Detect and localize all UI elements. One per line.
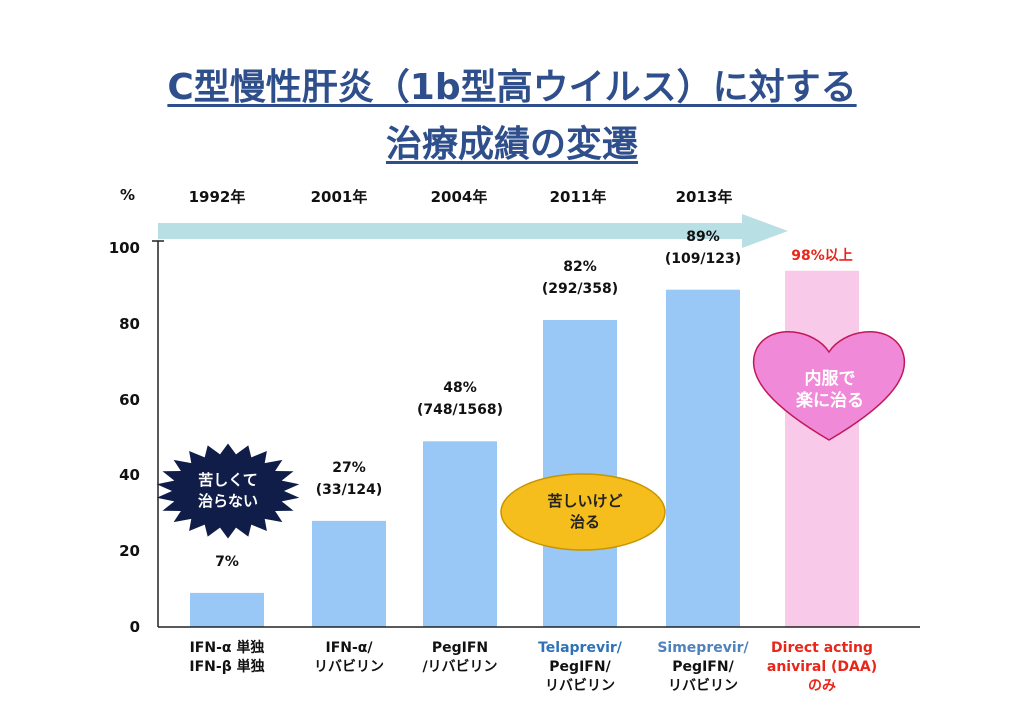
heart-callout-shape xyxy=(752,331,906,441)
heart-callout-text: 内服で 楽に治る xyxy=(770,368,890,412)
x-category-4: Telaprevir/PegIFN/リバビリン xyxy=(505,639,655,696)
y-tick-40: 40 xyxy=(119,466,140,485)
value-label-6: 98%以上 xyxy=(752,245,892,267)
x-category-6-line-1: Direct acting xyxy=(771,640,873,656)
bar-5 xyxy=(666,289,740,627)
y-tick-60: 60 xyxy=(119,390,140,409)
x-category-6: Direct acting aniviral (DAA) のみ xyxy=(747,639,897,696)
x-category-2: IFN-α/リバビリン xyxy=(274,639,424,677)
y-tick-100: 100 xyxy=(108,239,140,257)
star-callout-shape xyxy=(156,443,300,539)
x-category-3: PegIFN/リバビリン xyxy=(385,639,535,677)
ellipse-callout-line-2: 治る xyxy=(569,513,600,531)
ellipse-callout-text: 苦しいけど 治る xyxy=(520,491,650,533)
value-label-5: 89% (109/123) xyxy=(633,226,773,270)
value-label-2: 27% (33/124) xyxy=(279,457,419,501)
star-callout-line-1: 苦しくて xyxy=(198,471,258,489)
y-tick-0: 0 xyxy=(129,618,140,636)
heart-callout-line-1: 内服で xyxy=(804,369,856,389)
value-label-3: 48% (748/1568) xyxy=(390,377,530,421)
value-label-4-line-2: (292/358) xyxy=(541,281,619,297)
x-category-1-line-2: IFN-β 単独 xyxy=(189,659,265,675)
star-callout-text: 苦しくて 治らない xyxy=(168,470,288,512)
value-label-1: 7% xyxy=(157,551,297,573)
ellipse-callout-line-1: 苦しいけど xyxy=(547,492,623,510)
year-label-2013: 2013年 xyxy=(675,188,733,206)
y-tick-80: 80 xyxy=(119,314,140,333)
heart-callout-line-2: 楽に治る xyxy=(796,391,864,411)
x-category-2-line-2: リバビリン xyxy=(314,659,384,675)
x-category-5-line-2: PegIFN/ xyxy=(672,659,734,675)
bar-2 xyxy=(312,520,386,627)
value-label-5-line-2: (109/123) xyxy=(664,250,742,267)
bar-6 xyxy=(785,270,859,627)
x-category-2-line-1: IFN-α/ xyxy=(325,640,373,656)
x-category-3-line-2: /リバビリン xyxy=(422,659,498,675)
x-category-4-line-2: PegIFN/ xyxy=(549,659,611,675)
value-label-4: 82% (292/358) xyxy=(510,256,650,300)
year-label-2011: 2011年 xyxy=(549,188,607,206)
year-label-2001: 2001年 xyxy=(310,188,368,206)
x-category-5: Simeprevir/PegIFN/リバビリン xyxy=(628,639,778,696)
title-line-1: C型慢性肝炎（1b型高ウイルス）に対する xyxy=(167,67,857,108)
y-tick-20: 20 xyxy=(119,542,140,561)
x-category-5-line-1: Simeprevir/ xyxy=(657,640,749,656)
ellipse-callout-shape xyxy=(500,473,666,551)
value-label-6-line-1: 98%以上 xyxy=(791,247,853,264)
value-label-2-line-2: (33/124) xyxy=(315,481,383,498)
bar-1 xyxy=(190,592,264,627)
bar-3 xyxy=(423,441,497,627)
x-category-1: IFN-α 単独 IFN-β 単独 xyxy=(152,639,302,677)
x-category-5-line-3: リバビリン xyxy=(668,678,738,694)
value-label-2-line-1: 27% xyxy=(332,459,366,476)
x-category-6-line-3: のみ xyxy=(808,678,836,694)
title-line-2: 治療成績の変遷 xyxy=(385,124,638,165)
value-label-4-line-1: 82% xyxy=(563,259,597,275)
timeline-arrow xyxy=(158,214,788,248)
x-category-6-line-2: aniviral (DAA) xyxy=(766,659,878,675)
value-label-5-line-1: 89% xyxy=(686,228,720,245)
x-category-4-line-3: リバビリン xyxy=(545,678,615,694)
x-category-1-line-1: IFN-α 単独 xyxy=(189,640,265,656)
x-category-3-line-1: PegIFN xyxy=(431,640,489,656)
value-label-3-line-2: (748/1568) xyxy=(416,402,504,419)
value-label-1-line-1: 7% xyxy=(215,553,239,570)
y-unit-label: % xyxy=(120,186,136,204)
year-label-1992: 1992年 xyxy=(188,188,246,206)
value-label-3-line-1: 48% xyxy=(443,380,477,397)
x-category-4-line-1: Telaprevir/ xyxy=(538,640,622,656)
year-label-2004: 2004年 xyxy=(430,188,488,206)
star-callout-line-2: 治らない xyxy=(197,492,258,510)
